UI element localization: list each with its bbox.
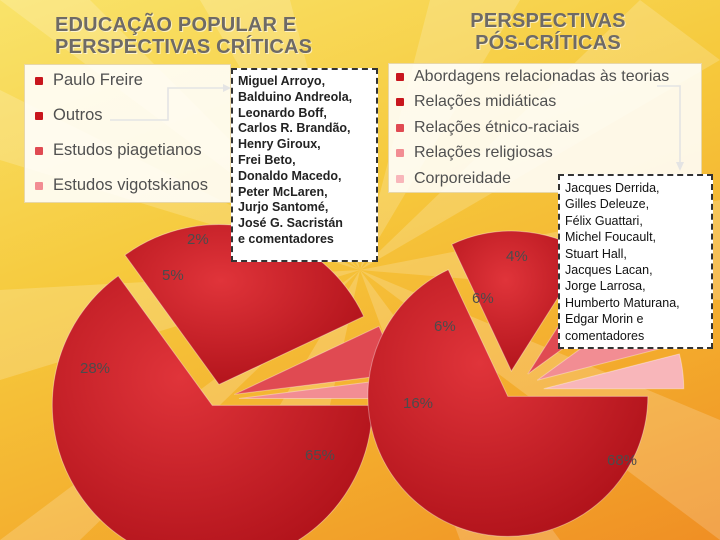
right-legend: Abordagens relacionadas às teorias Relaç… <box>388 63 702 193</box>
author-name: Gilles Deleuze, <box>565 197 650 212</box>
legend-label: Paulo Freire <box>53 71 143 89</box>
data-label: 4% <box>506 248 528 265</box>
data-label: 16% <box>403 395 434 412</box>
author-name: Frei Beto, <box>238 152 296 167</box>
legend-swatch <box>35 146 43 155</box>
pie-slice <box>367 269 649 537</box>
legend-swatch <box>35 111 43 120</box>
pie-slice <box>543 353 685 390</box>
data-label: 68% <box>607 452 638 469</box>
author-name: Peter McLaren, <box>238 184 328 199</box>
author-name: Jorge Larrosa, <box>565 279 646 294</box>
right-title: PERSPECTIVAS PÓS-CRÍTICAS <box>448 10 648 54</box>
author-name: Carlos R. Brandão, <box>238 121 351 136</box>
author-name: Jacques Derrida, <box>565 181 660 195</box>
legend-swatch <box>35 181 43 190</box>
author-name: Félix Guattari, <box>565 213 643 228</box>
author-name: José G. Sacristán <box>238 216 343 231</box>
author-name: Miguel Arroyo, <box>238 74 326 88</box>
data-label: 28% <box>80 360 111 377</box>
legend-swatch <box>396 175 404 183</box>
left-legend: Paulo Freire Outros Estudos piagetianos … <box>24 64 231 203</box>
legend-label: Estudos vigotskianos <box>53 176 209 194</box>
legend-item: Relações midiáticas <box>396 93 556 111</box>
legend-item: Outros <box>35 106 103 125</box>
author-name: Jacques Lacan, <box>565 263 653 278</box>
author-name: Stuart Hall, <box>565 246 627 261</box>
legend-label: Outros <box>53 106 103 124</box>
legend-swatch <box>35 76 43 85</box>
legend-swatch <box>396 149 404 157</box>
left-authors-box: Miguel Arroyo, Balduino Andreola, Leonardo… <box>231 68 378 262</box>
left-title-line: EDUCAÇÃO POPULAR E <box>55 14 297 36</box>
right-authors-box: Jacques Derrida, Gilles Deleuze, Félix Gua… <box>558 174 713 349</box>
data-label: 2% <box>187 231 209 248</box>
legend-item: Estudos piagetianos <box>35 141 202 160</box>
legend-swatch <box>396 73 404 81</box>
legend-item: Relações étnico-raciais <box>396 119 579 137</box>
legend-swatch <box>396 98 404 106</box>
legend-label: Corporeidade <box>414 170 511 187</box>
left-title-line: PERSPECTIVAS CRÍTICAS <box>55 36 313 58</box>
left-title: EDUCAÇÃO POPULAR E PERSPECTIVAS CRÍTICAS <box>55 14 312 58</box>
legend-label: Relações midiáticas <box>414 93 557 110</box>
author-name: Michel Foucault, <box>565 230 657 245</box>
author-name: Leonardo Boff, <box>238 105 327 120</box>
data-label: 6% <box>434 318 456 335</box>
author-name: comentadores <box>565 328 645 343</box>
data-label: 6% <box>472 290 494 307</box>
author-name: e comentadores <box>238 231 334 246</box>
legend-swatch <box>396 124 404 132</box>
author-name: Henry Giroux, <box>238 137 321 152</box>
author-name: Humberto Maturana, <box>565 295 680 310</box>
legend-label: Relações étnico-raciais <box>414 119 580 136</box>
author-name: Donaldo Macedo, <box>238 168 342 183</box>
data-label: 65% <box>305 447 336 464</box>
right-title-line: PERSPECTIVAS <box>470 10 626 32</box>
author-name: Balduino Andreola, <box>238 89 353 104</box>
legend-label: Abordagens relacionadas às teorias <box>414 68 670 85</box>
data-label: 5% <box>162 267 184 284</box>
legend-item: Corporeidade <box>396 170 511 188</box>
legend-item: Abordagens relacionadas às teorias <box>396 68 669 86</box>
legend-item: Paulo Freire <box>35 71 143 90</box>
legend-item: Relações religiosas <box>396 144 553 162</box>
author-name: Edgar Morin e <box>565 312 644 327</box>
legend-label: Relações religiosas <box>414 144 553 161</box>
right-title-line: PÓS-CRÍTICAS <box>475 32 621 54</box>
legend-item: Estudos vigotskianos <box>35 176 208 195</box>
pie-slice <box>51 275 373 540</box>
author-name: Jurjo Santomé, <box>238 200 329 215</box>
legend-label: Estudos piagetianos <box>53 141 202 159</box>
